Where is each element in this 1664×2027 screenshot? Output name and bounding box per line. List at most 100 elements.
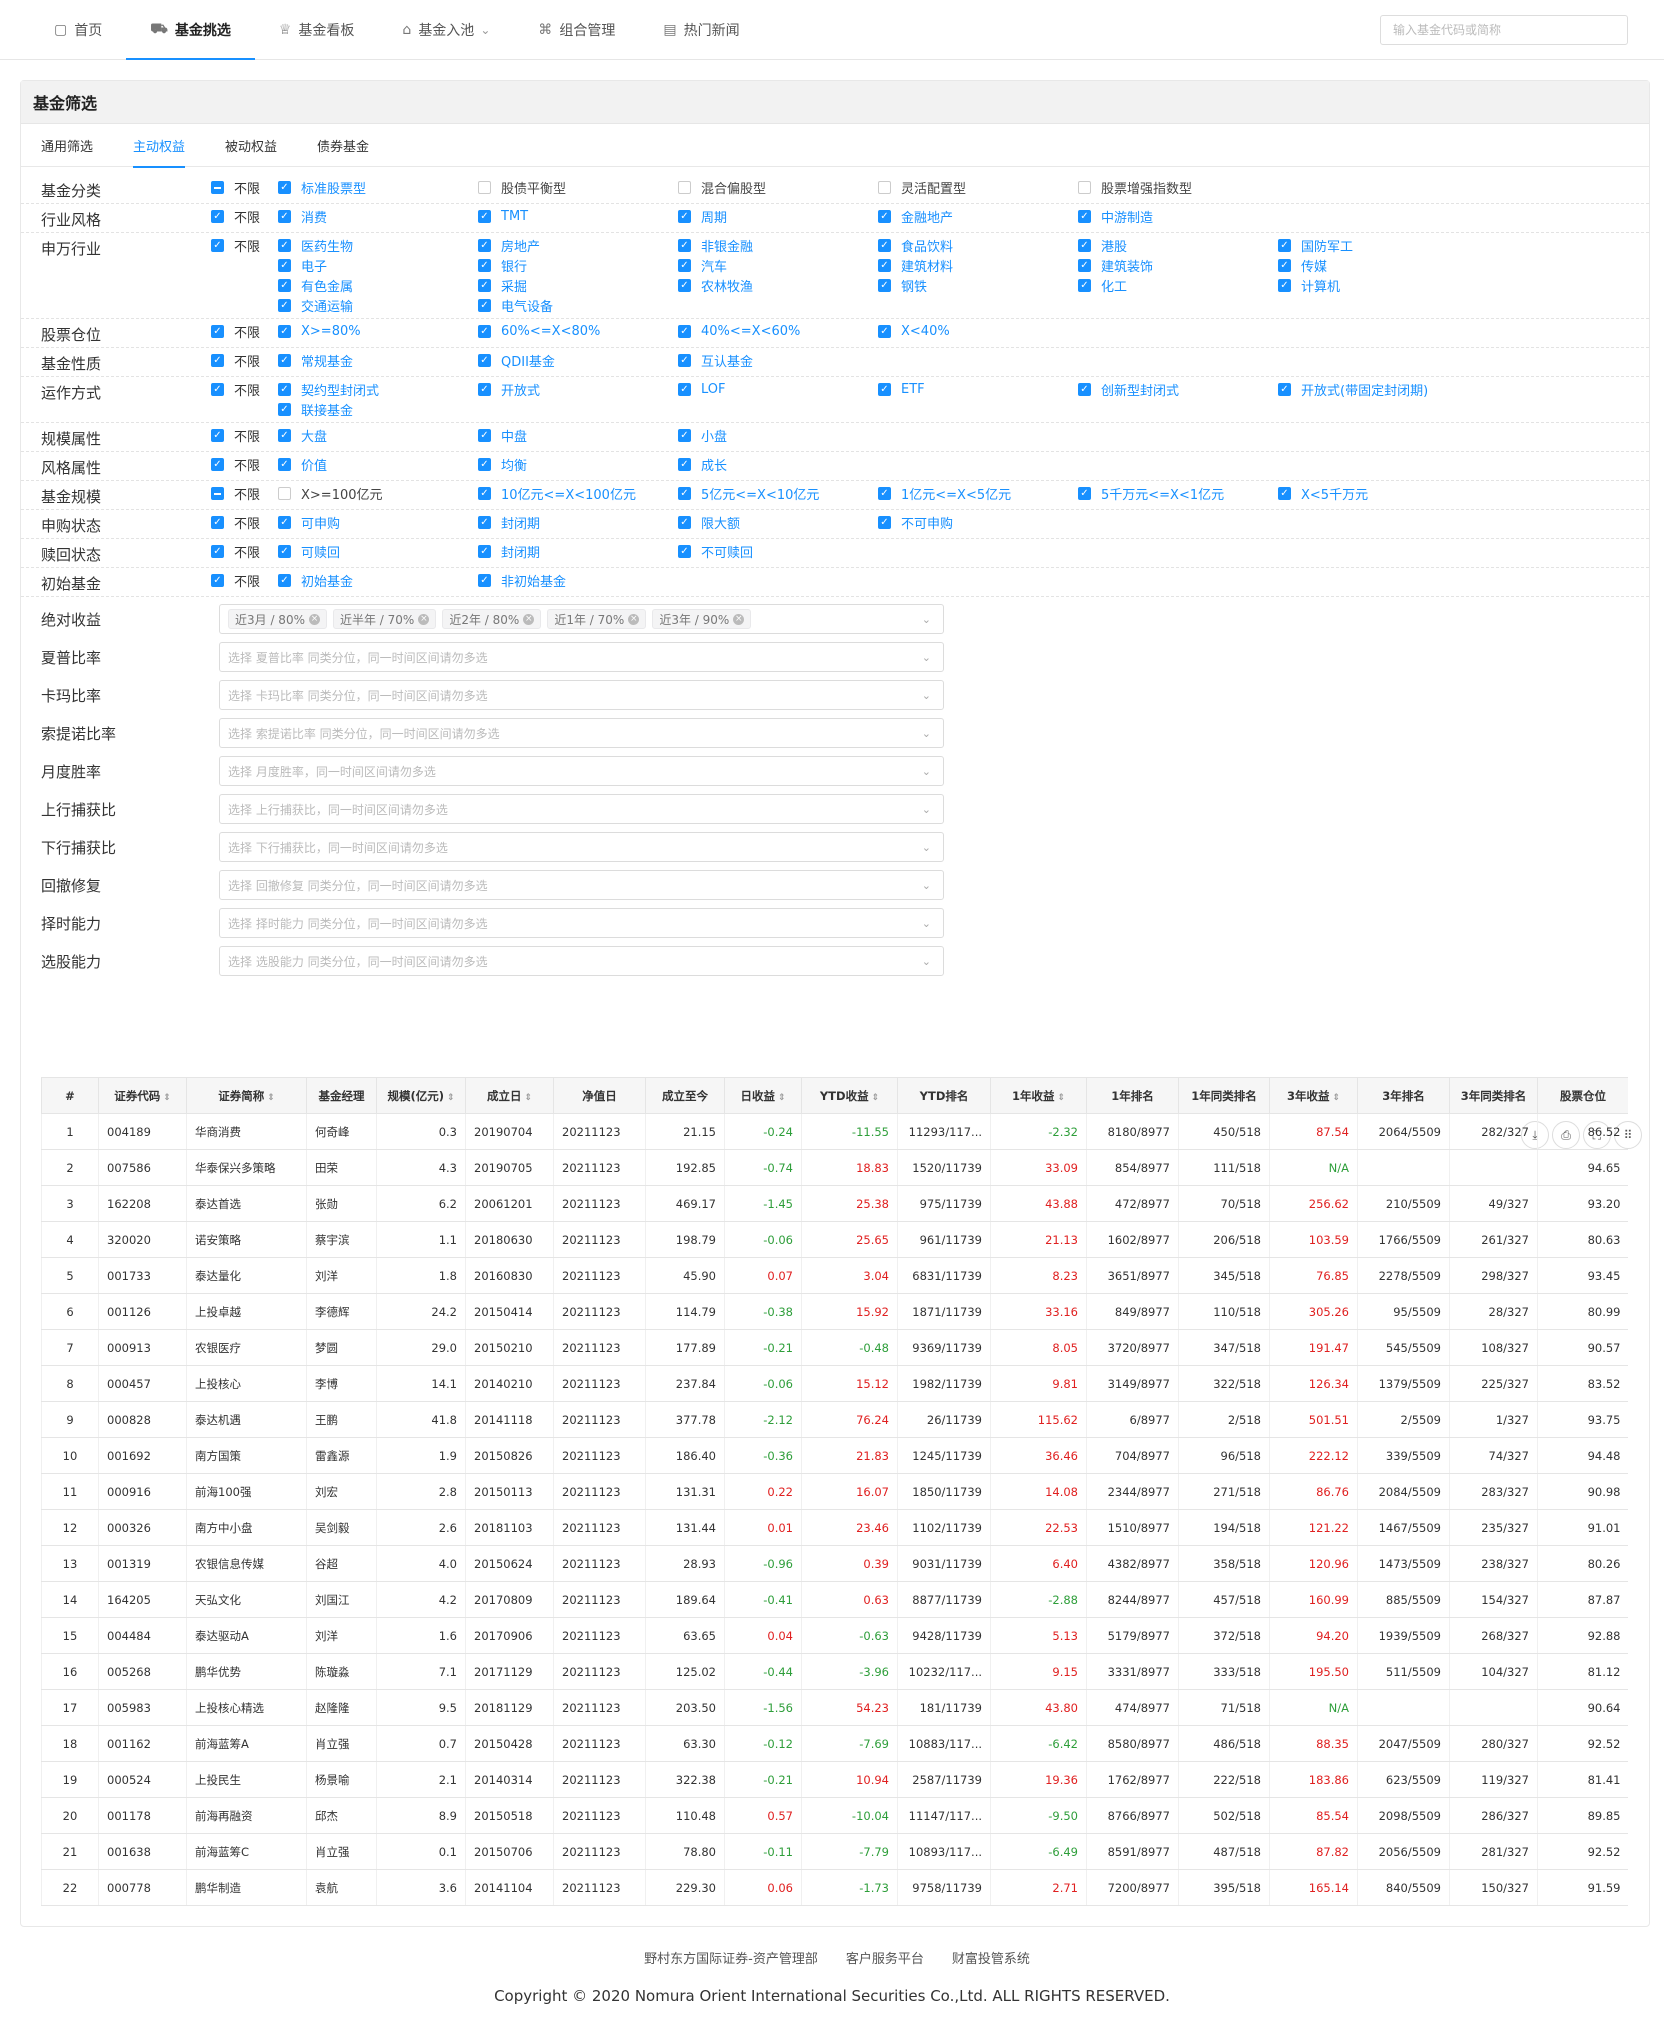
filter-option[interactable]: ✓ 不限	[211, 513, 278, 532]
checkbox-icon[interactable]: ✓	[678, 239, 691, 252]
table-row[interactable]: 20 001178 前海再融资 邱杰 8.9 20150518 20211123 110.48…	[41, 1797, 1628, 1834]
checkbox-icon[interactable]: ✓	[478, 239, 491, 252]
checkbox-icon[interactable]: ✓	[478, 279, 491, 292]
checkbox-icon[interactable]: ✓	[278, 545, 291, 558]
checkbox-icon[interactable]: ✓	[1278, 487, 1291, 500]
sort-icon[interactable]: ⇕	[1057, 1092, 1066, 1103]
filter-option[interactable]: ✓ 小盘	[678, 426, 878, 445]
checkbox-icon[interactable]: ✓	[211, 354, 224, 367]
sort-icon[interactable]: ⇕	[267, 1092, 275, 1103]
checkbox-icon[interactable]: ✓	[478, 325, 491, 338]
filter-option[interactable]: ✓ 农林牧渔	[678, 276, 878, 295]
filter-option[interactable]: ✓ 常规基金	[278, 351, 478, 370]
checkbox-icon[interactable]: ✓	[478, 458, 491, 471]
checkbox-icon[interactable]: ✓	[211, 574, 224, 587]
filter-option[interactable]: ✓ 标准股票型	[278, 178, 478, 197]
checkbox-icon[interactable]: ✓	[211, 210, 224, 223]
checkbox-icon[interactable]: ✓	[678, 458, 691, 471]
tab-3[interactable]: 债券基金	[317, 140, 370, 155]
filter-option[interactable]: ✓ 1亿元<=X<5亿元	[878, 484, 1078, 503]
filter-option[interactable]: ✓ ETF	[878, 380, 1078, 399]
checkbox-icon[interactable]: ✓	[878, 279, 891, 292]
filter-option[interactable]: ✓ 消费	[278, 207, 478, 226]
sort-icon[interactable]: ⇕	[524, 1092, 533, 1103]
checkbox-icon[interactable]: ✓	[1078, 279, 1091, 292]
column-header[interactable]: YTD收益 ⇕	[801, 1077, 898, 1114]
checkbox-icon[interactable]: ✓	[278, 181, 291, 194]
column-header[interactable]: 日收益 ⇕	[724, 1077, 802, 1114]
checkbox-icon[interactable]: ✓	[211, 516, 224, 529]
filter-option[interactable]: ✓ 可申购	[278, 513, 478, 532]
close-icon[interactable]: ×	[523, 613, 535, 625]
filter-option[interactable]: 混合偏股型	[678, 178, 878, 197]
filter-option[interactable]: ✓ TMT	[478, 207, 678, 226]
column-header[interactable]: 成立日 ⇕	[465, 1077, 554, 1114]
filter-option[interactable]: ✓ 银行	[478, 256, 678, 275]
sort-icon[interactable]: ⇕	[163, 1092, 171, 1103]
checkbox-icon[interactable]	[211, 181, 224, 194]
filter-option[interactable]: ✓ 国防军工	[1278, 236, 1478, 255]
checkbox-icon[interactable]: ✓	[278, 516, 291, 529]
filter-option[interactable]: ✓ 初始基金	[278, 571, 478, 590]
filter-option[interactable]: ✓ 非银金融	[678, 236, 878, 255]
table-row[interactable]: 10 001692 南方国策 雷鑫源 1.9 20150826 20211123 186.40…	[41, 1437, 1628, 1474]
column-header[interactable]: 证券简称 ⇕	[186, 1077, 307, 1114]
filter-option[interactable]: ✓ 化工	[1078, 276, 1278, 295]
filter-option[interactable]: ✓ 可赎回	[278, 542, 478, 561]
table-row[interactable]: 21 001638 前海蓝筹C 肖立强 0.1 20150706 20211123 78.80…	[41, 1833, 1628, 1870]
table-row[interactable]: 22 000778 鹏华制造 袁航 3.6 20141104 20211123 229.30 0…	[41, 1869, 1628, 1906]
checkbox-icon[interactable]: ✓	[478, 383, 491, 396]
filter-option[interactable]: ✓ 钢铁	[878, 276, 1078, 295]
checkbox-icon[interactable]: ✓	[678, 210, 691, 223]
table-row[interactable]: 3 162208 泰达首选 张勋 6.2 20061201 20211123 469.17 -1…	[41, 1185, 1628, 1222]
column-header[interactable]: 1年收益 ⇕	[990, 1077, 1087, 1114]
filter-option[interactable]: ✓ 不限	[211, 571, 278, 590]
checkbox-icon[interactable]: ✓	[1078, 259, 1091, 272]
filter-option[interactable]: ✓ 中盘	[478, 426, 678, 445]
filter-option[interactable]: ✓ 中游制造	[1078, 207, 1278, 226]
checkbox-icon[interactable]: ✓	[1078, 210, 1091, 223]
checkbox-icon[interactable]: ✓	[478, 487, 491, 500]
checkbox-icon[interactable]: ✓	[1278, 383, 1291, 396]
checkbox-icon[interactable]: ✓	[678, 279, 691, 292]
checkbox-icon[interactable]: ✓	[478, 259, 491, 272]
footer-link[interactable]: 财富投管系统	[951, 1952, 1030, 1967]
filter-option[interactable]: ✓ LOF	[678, 380, 878, 399]
filter-option[interactable]: ✓ 计算机	[1278, 276, 1478, 295]
checkbox-icon[interactable]: ✓	[478, 354, 491, 367]
column-header[interactable]: 规模(亿元) ⇕	[376, 1077, 466, 1114]
checkbox-icon[interactable]: ✓	[478, 210, 491, 223]
filter-option[interactable]: ✓ X<40%	[878, 322, 1078, 341]
table-row[interactable]: 18 001162 前海蓝筹A 肖立强 0.7 20150428 20211123 63.30…	[41, 1725, 1628, 1762]
checkbox-icon[interactable]: ✓	[211, 325, 224, 338]
checkbox-icon[interactable]: ✓	[211, 545, 224, 558]
checkbox-icon[interactable]: ✓	[678, 383, 691, 396]
filter-option[interactable]: ✓ X<5千万元	[1278, 484, 1478, 503]
table-row[interactable]: 7 000913 农银医疗 梦圆 29.0 20150210 20211123 177.89-…	[41, 1329, 1628, 1366]
checkbox-icon[interactable]: ✓	[278, 403, 291, 416]
checkbox-icon[interactable]: ✓	[211, 429, 224, 442]
filter-option[interactable]: ✓ 不限	[211, 322, 278, 341]
filter-option[interactable]: ✓ 汽车	[678, 256, 878, 275]
filter-option[interactable]: 股债平衡型	[478, 178, 678, 197]
checkbox-icon[interactable]: ✓	[278, 279, 291, 292]
metric-select[interactable]: 选择 择时能力 同类分位，同一时间区间请勿多选 ⌄	[219, 908, 944, 938]
filter-option[interactable]: ✓ 采掘	[478, 276, 678, 295]
filter-option[interactable]: 不限	[211, 178, 278, 197]
filter-option[interactable]: ✓ 房地产	[478, 236, 678, 255]
checkbox-icon[interactable]: ✓	[278, 210, 291, 223]
filter-option[interactable]: ✓ 开放式(带固定封闭期)	[1278, 380, 1478, 399]
filter-option[interactable]: ✓ 不限	[211, 426, 278, 445]
filter-option[interactable]: ✓ 建筑材料	[878, 256, 1078, 275]
table-row[interactable]: 13 001319 农银信息传媒 谷超 4.0 20150624 20211123 28.93…	[41, 1545, 1628, 1582]
filter-option[interactable]: X>=100亿元	[278, 484, 478, 503]
filter-option[interactable]: 灵活配置型	[878, 178, 1078, 197]
checkbox-icon[interactable]: ✓	[211, 458, 224, 471]
checkbox-icon[interactable]	[211, 487, 224, 500]
table-row[interactable]: 2 007586 华泰保兴多策略 田荣 4.3 20190705 20211123 192.8…	[41, 1149, 1628, 1186]
table-row[interactable]: 1 004189 华商消费 何奇峰 0.3 20190704 20211123 21.15 -0…	[41, 1113, 1628, 1150]
filter-option[interactable]: ✓ 建筑装饰	[1078, 256, 1278, 275]
table-row[interactable]: 11 000916 前海100强 刘宏 2.8 20150113 20211123 131.3…	[41, 1473, 1628, 1510]
filter-option[interactable]: ✓ 传媒	[1278, 256, 1478, 275]
metric-select[interactable]: 选择 月度胜率，同一时间区间请勿多选 ⌄	[219, 756, 944, 786]
